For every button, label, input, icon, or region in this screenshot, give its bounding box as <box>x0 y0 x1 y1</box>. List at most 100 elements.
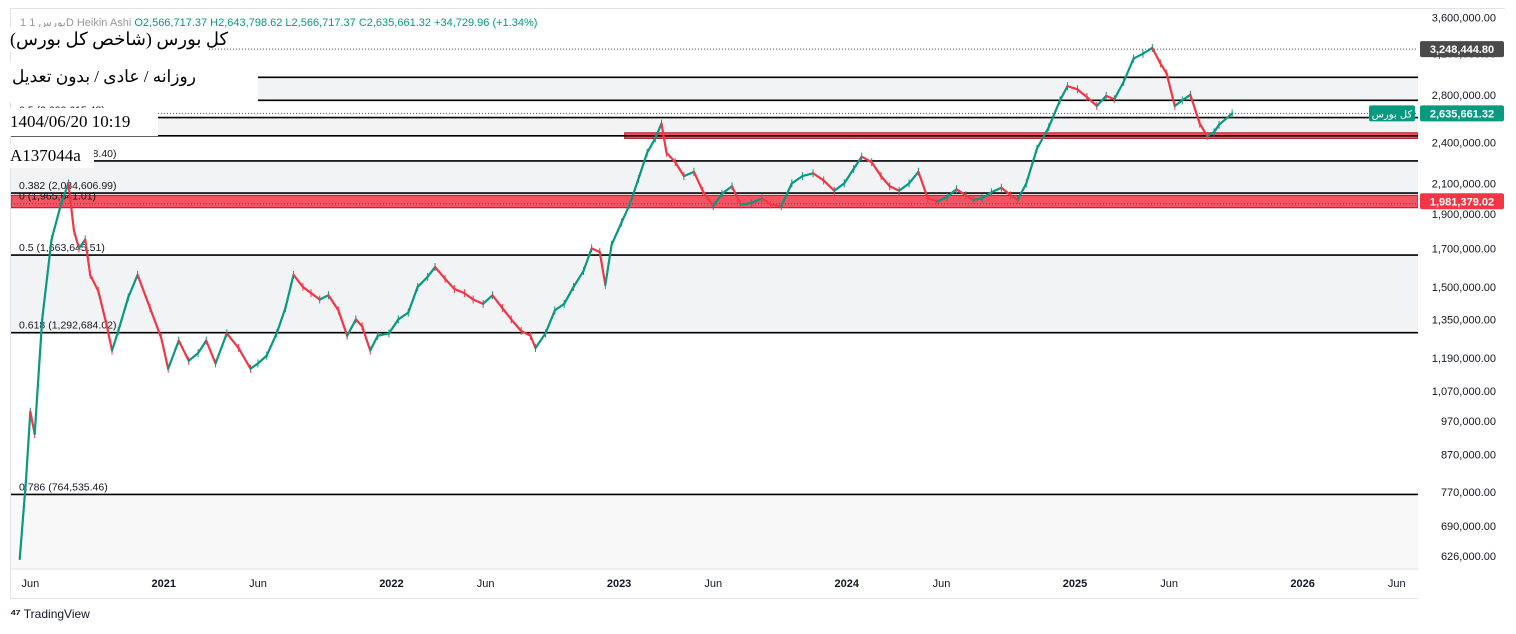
price-segment <box>674 161 686 178</box>
price-segment <box>1198 122 1209 138</box>
price-segment <box>433 265 447 280</box>
price-segment <box>265 332 278 357</box>
x-tick-label: Jun <box>704 578 722 590</box>
info-datetime: 1404/06/20 10:19 <box>10 108 158 136</box>
price-segment <box>1173 99 1184 108</box>
price-segment <box>59 182 70 206</box>
price-segment <box>50 203 62 241</box>
price-segment <box>665 151 677 164</box>
price-segment <box>214 332 228 365</box>
price-segment <box>590 247 601 254</box>
x-tick-label: Jun <box>1160 578 1178 590</box>
price-segment <box>1141 46 1154 55</box>
fib-0786-lower-label: 0.786 (764,535.46) <box>19 481 108 493</box>
y-tick-label: 626,000.00 <box>1441 551 1496 563</box>
price-segment <box>1000 186 1012 197</box>
price-segment <box>790 175 804 185</box>
price-segment <box>501 307 513 321</box>
y-tick-label: 1,190,000.00 <box>1432 353 1496 365</box>
x-tick-label: 2022 <box>379 578 403 590</box>
price-segment <box>24 410 32 482</box>
price-segment <box>510 318 523 333</box>
price-segment <box>898 182 911 192</box>
price-segment <box>654 122 663 140</box>
price-segment <box>284 273 295 310</box>
y-tick-label: 2,100,000.00 <box>1432 178 1496 190</box>
price-segment <box>907 170 920 185</box>
price-segment <box>888 185 901 192</box>
info-symbol-name: (کل بورس (شاخص کل بورس <box>10 27 229 51</box>
level-band <box>11 117 1418 136</box>
x-tick-label: 2026 <box>1290 578 1314 590</box>
price-segment <box>1076 88 1088 99</box>
tradingview-logo-icon: ⁴⁷ <box>10 606 21 621</box>
price-segment <box>376 332 391 337</box>
price-segment <box>443 277 456 291</box>
y-tick-label: 1,500,000.00 <box>1432 282 1496 294</box>
price-segment <box>964 194 975 202</box>
price-segment <box>1217 112 1234 126</box>
price-segment <box>205 339 217 365</box>
price-segment <box>760 197 772 206</box>
price-segment <box>369 334 379 352</box>
price-segment <box>318 294 330 301</box>
price-segment <box>482 294 494 305</box>
price-segment <box>1047 99 1062 129</box>
price-segment <box>780 182 793 208</box>
price-segment <box>491 294 504 310</box>
price-segment <box>801 172 815 178</box>
info-code: A137044a <box>10 144 94 168</box>
price-segment <box>946 188 958 198</box>
price-segment <box>136 273 152 310</box>
level-band <box>11 255 1418 333</box>
price-segment <box>739 201 753 206</box>
price-segment <box>463 292 475 301</box>
price-segment <box>811 172 825 182</box>
y-tick-label: 1,900,000.00 <box>1432 209 1496 221</box>
price-segment <box>692 170 704 192</box>
price-segment <box>110 329 120 352</box>
fib-0-lower-tag-bg <box>1420 193 1504 210</box>
y-tick-label: 3,600,000.00 <box>1432 12 1496 24</box>
price-segment <box>769 203 783 208</box>
y-tick-label: 770,000.00 <box>1441 487 1496 499</box>
y-tick-label: 2,400,000.00 <box>1432 137 1496 149</box>
price-segment <box>936 195 949 203</box>
price-segment <box>275 307 287 335</box>
line-3248-tag: 3,248,444.80 <box>1430 44 1494 56</box>
price-segment <box>712 192 724 208</box>
price-segment <box>1016 182 1028 202</box>
price-segment <box>544 309 556 335</box>
price-segment <box>337 309 349 337</box>
current-price-tag-bg <box>1420 105 1504 122</box>
price-segment <box>160 337 170 370</box>
info-period: روزانه / عادی / بدون تعدیل <box>10 62 258 102</box>
price-segment <box>292 273 304 289</box>
price-segment <box>879 175 891 188</box>
tradingview-footer[interactable]: ⁴⁷ TradingView <box>10 606 90 621</box>
price-segment <box>598 250 607 286</box>
price-segment <box>387 318 400 335</box>
price-segment <box>563 285 575 305</box>
price-segment <box>41 238 53 321</box>
price-segment <box>1132 52 1145 60</box>
level-band <box>11 77 1418 101</box>
y-tick-label: 1,700,000.00 <box>1432 243 1496 255</box>
price-segment <box>177 339 190 362</box>
price-segment <box>416 275 429 289</box>
fib-0618-lower-label: 0.618 (1,292,684.02) <box>19 320 117 332</box>
price-segment <box>309 292 321 301</box>
price-segment <box>327 294 340 312</box>
price-segment <box>117 296 130 333</box>
price-segment <box>346 318 357 337</box>
price-segment <box>33 318 44 436</box>
price-segment <box>926 197 939 203</box>
price-segment <box>1113 80 1125 101</box>
price-segment <box>18 479 28 561</box>
fib-0-lower-tag: 1,981,379.02 <box>1430 196 1494 208</box>
price-segment <box>1122 57 1135 83</box>
price-segment <box>197 339 208 355</box>
current-price-tag: 2,635,661.32 <box>1430 108 1494 120</box>
price-segment <box>256 354 268 365</box>
price-segment <box>990 186 1003 194</box>
